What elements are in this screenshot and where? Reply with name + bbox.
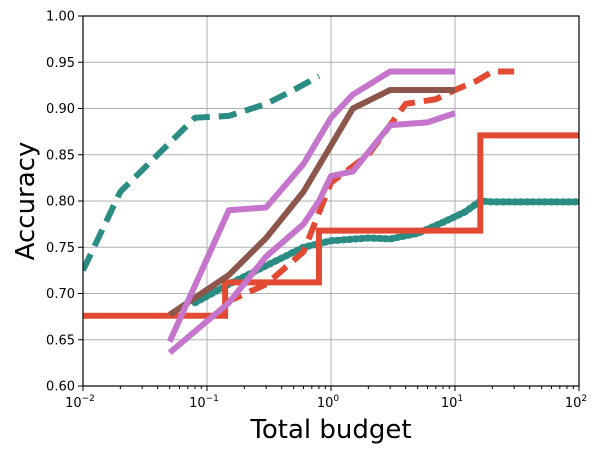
x-tick-label: 10−2 (65, 394, 95, 411)
ticks: 0.60 0.65 0.70 0.75 0.80 0.85 0.90 0.95 1.00 10−2… (46, 10, 587, 412)
series-line-4 (223, 68, 515, 306)
x-tick-label: 100 (317, 394, 340, 411)
y-tick-label: 0.85 (46, 148, 75, 163)
y-axis-label: Accuracy (11, 142, 41, 261)
x-tick-label: 10−1 (189, 394, 219, 411)
x-tick-label: 102 (565, 394, 587, 411)
y-tick-label: 0.70 (46, 287, 75, 302)
series-line-3 (83, 132, 579, 319)
series-line-5 (167, 87, 455, 318)
y-tick-label: 0.65 (46, 333, 75, 348)
series-line-7 (167, 110, 456, 355)
y-tick-label: 0.75 (46, 241, 75, 256)
y-tick-label: 0.95 (46, 56, 75, 71)
y-tick-label: 0.90 (46, 102, 75, 117)
x-tick-label: 101 (441, 394, 463, 411)
series-layer (83, 68, 579, 355)
series-line-1 (83, 73, 321, 272)
x-axis-label: Total budget (249, 415, 411, 445)
series-line-6 (166, 68, 455, 343)
y-tick-label: 1.00 (46, 10, 75, 25)
y-tick-label: 0.60 (46, 380, 75, 395)
series-line-2 (191, 197, 579, 307)
y-tick-label: 0.80 (46, 195, 75, 210)
